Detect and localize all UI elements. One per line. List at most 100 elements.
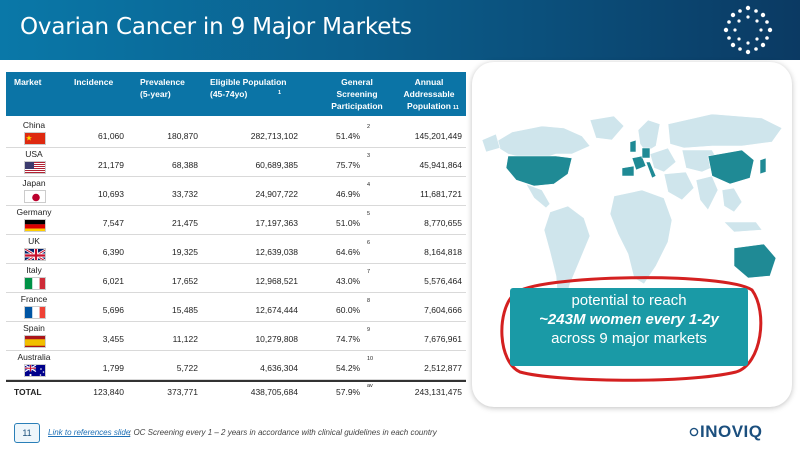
total-incidence: 123,840 xyxy=(93,387,124,397)
cell-screening-sup: 8 xyxy=(367,298,371,304)
cell-screening-sup: 5 xyxy=(367,211,371,217)
cell-incidence: 3,455 xyxy=(102,334,124,344)
cell-incidence: 10,693 xyxy=(98,189,124,199)
cell-prevalence: 19,325 xyxy=(172,247,198,257)
cell-screening-sup: 6 xyxy=(367,240,371,246)
header-annual-sup: 11 xyxy=(453,105,459,111)
cell-annual: 5,576,464 xyxy=(424,276,462,286)
header-annual: Annual Addressable Population xyxy=(403,77,455,111)
indonesia-shape xyxy=(723,221,763,233)
germany-shape xyxy=(641,147,651,159)
cell-incidence: 1,799 xyxy=(102,363,124,373)
flag-icon-australia xyxy=(24,364,46,377)
cell-screening: 51.0% xyxy=(336,218,361,228)
cell-screening: 64.6% xyxy=(336,247,361,257)
header-screening: General Screening Participation xyxy=(331,77,383,111)
cell-incidence: 6,390 xyxy=(102,247,124,257)
header-eligible: Eligible Population (45-74yo) xyxy=(210,77,287,99)
cell-screening: 74.7% xyxy=(336,334,361,344)
cell-prevalence: 11,122 xyxy=(172,334,198,344)
flag-icon-germany xyxy=(24,219,46,232)
market-name: UK xyxy=(28,236,40,246)
china-shape xyxy=(707,149,755,185)
row-divider xyxy=(6,379,466,380)
total-screening: 57.9% xyxy=(336,387,361,397)
cell-screening-sup: 10 xyxy=(367,356,374,362)
markets-table: Market Incidence Prevalence (5-year) Eli… xyxy=(6,72,466,402)
total-screening-sup: av xyxy=(367,383,373,389)
eastern-europe-shape xyxy=(649,147,677,173)
cell-annual: 2,512,877 xyxy=(424,363,462,373)
row-divider xyxy=(6,205,466,206)
flag-icon-china xyxy=(24,132,46,145)
scandinavia-shape xyxy=(637,119,661,153)
cell-prevalence: 15,485 xyxy=(172,305,198,315)
usa-shape xyxy=(505,155,573,187)
cell-eligible: 12,968,521 xyxy=(255,276,298,286)
cell-annual: 11,681,721 xyxy=(420,189,462,199)
central-america-shape xyxy=(525,183,551,209)
cell-annual: 7,676,961 xyxy=(424,334,462,344)
market-name: USA xyxy=(25,149,43,159)
cell-screening: 46.9% xyxy=(336,189,361,199)
cell-prevalence: 21,475 xyxy=(172,218,198,228)
page-title: Ovarian Cancer in 9 Major Markets xyxy=(20,14,412,40)
flag-icon-japan xyxy=(24,190,46,203)
callout-line1: potential to reach xyxy=(571,292,687,309)
world-map xyxy=(481,113,783,307)
header-prevalence: Prevalence (5-year) xyxy=(140,77,185,99)
total-eligible: 438,705,684 xyxy=(250,387,298,397)
brand-ring-icon xyxy=(689,427,699,437)
cell-eligible: 17,197,363 xyxy=(255,218,298,228)
row-divider xyxy=(6,176,466,177)
row-divider xyxy=(6,350,466,351)
cell-eligible: 10,279,808 xyxy=(255,334,298,344)
market-name: Spain xyxy=(23,323,45,333)
header-bar: Ovarian Cancer in 9 Major Markets xyxy=(0,0,800,60)
uk-shape xyxy=(629,139,637,153)
references-link[interactable]: Link to references slide xyxy=(48,428,131,437)
callout-line3: across 9 major markets xyxy=(551,330,707,347)
market-name: Germany xyxy=(16,207,52,217)
italy-shape xyxy=(645,161,657,179)
market-name: Australia xyxy=(17,352,51,362)
cell-prevalence: 17,652 xyxy=(172,276,198,286)
cell-prevalence: 68,388 xyxy=(172,160,198,170)
row-divider xyxy=(6,234,466,235)
header-eligible-sup: 1 xyxy=(278,90,282,96)
row-divider xyxy=(6,292,466,293)
cell-incidence: 7,547 xyxy=(102,218,124,228)
cell-screening: 51.4% xyxy=(336,131,361,141)
australia-shape xyxy=(733,243,777,279)
cell-screening: 60.0% xyxy=(336,305,361,315)
header-incidence: Incidence xyxy=(74,77,114,87)
greenland-shape xyxy=(589,115,625,141)
header-market: Market xyxy=(14,77,42,87)
canada-shape xyxy=(491,125,591,159)
cell-eligible: 12,674,444 xyxy=(255,305,298,315)
market-potential-callout: potential to reach ~243M women every 1-2… xyxy=(510,288,748,366)
total-annual: 243,131,475 xyxy=(414,387,462,397)
cell-prevalence: 5,722 xyxy=(176,363,198,373)
cell-incidence: 21,179 xyxy=(98,160,124,170)
cell-screening-sup: 3 xyxy=(367,153,371,159)
cell-annual: 145,201,449 xyxy=(414,131,462,141)
cell-screening-sup: 2 xyxy=(367,124,371,130)
russia-shape xyxy=(667,113,783,149)
cell-screening-sup: 9 xyxy=(367,327,371,333)
brand-logo: INOVIQ xyxy=(700,422,763,441)
total-divider xyxy=(6,380,466,382)
cell-eligible: 282,713,102 xyxy=(250,131,298,141)
cell-annual: 8,164,818 xyxy=(424,247,462,257)
footer-note: ; OC Screening every 1 – 2 years in acco… xyxy=(129,428,437,437)
spain-shape xyxy=(621,165,635,177)
flag-icon-france xyxy=(24,306,46,319)
market-name: Italy xyxy=(26,265,42,275)
flag-icon-spain xyxy=(24,335,46,348)
total-label: TOTAL xyxy=(14,387,42,397)
cell-eligible: 24,907,722 xyxy=(255,189,298,199)
market-name: Japan xyxy=(22,178,46,188)
red-highlight-oval xyxy=(500,276,763,382)
cell-annual: 8,770,655 xyxy=(424,218,462,228)
row-divider xyxy=(6,147,466,148)
